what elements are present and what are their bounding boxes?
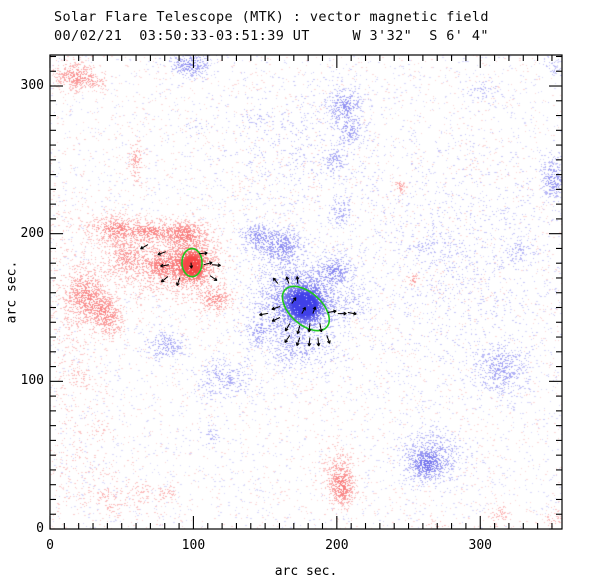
- vector-arrow: [285, 276, 290, 284]
- vector-arrow: [295, 337, 301, 346]
- x-axis-label: arc sec.: [274, 564, 338, 579]
- vector-arrow: [296, 325, 301, 335]
- vector-arrow: [160, 276, 169, 283]
- vector-arrows: [140, 244, 357, 347]
- y-tick-label: 100: [20, 373, 44, 389]
- vector-arrow: [271, 317, 281, 322]
- vector-arrow: [295, 276, 300, 284]
- vector-arrow: [157, 251, 167, 256]
- y-tick-label: 0: [36, 521, 44, 536]
- vector-arrow: [326, 335, 331, 344]
- x-tick-label: 200: [325, 538, 349, 553]
- vector-arrow: [140, 244, 149, 250]
- y-axis-label: arc sec.: [4, 260, 20, 324]
- y-tick-label: 200: [20, 225, 44, 241]
- field-contour: [281, 285, 331, 332]
- vector-arrow: [198, 251, 208, 256]
- vector-arrow: [160, 263, 169, 268]
- vector-arrow: [189, 262, 194, 269]
- vector-arrow: [337, 311, 347, 316]
- vector-arrow: [316, 337, 321, 347]
- y-tick-label: 300: [20, 78, 44, 93]
- vector-arrow: [285, 323, 291, 332]
- x-tick-label: 0: [46, 538, 54, 553]
- vector-arrow: [212, 263, 221, 268]
- vector-arrow: [291, 297, 297, 304]
- vector-arrow: [259, 312, 268, 317]
- vector-arrow: [307, 337, 312, 347]
- vector-arrow: [301, 306, 306, 314]
- axis-frame: [49, 54, 563, 530]
- green-contours: [181, 247, 331, 332]
- vector-arrow: [312, 306, 317, 314]
- chart-subtitle: 00/02/21 03:50:33-03:51:39 UT W 3'32" S …: [54, 28, 489, 44]
- vector-arrow: [271, 306, 281, 311]
- magnetogram-field: [50, 55, 562, 529]
- vector-arrow: [319, 323, 323, 333]
- plot-frame: [49, 54, 563, 530]
- vector-arrow: [284, 335, 291, 343]
- vector-arrow: [307, 323, 312, 333]
- vector-arrow: [209, 275, 218, 281]
- vector-arrow: [327, 309, 337, 314]
- x-tick-label: 100: [181, 538, 206, 553]
- chart-title: Solar Flare Telescope (MTK) : vector mag…: [54, 9, 489, 25]
- vector-arrow: [272, 277, 279, 284]
- vector-arrow: [203, 261, 213, 266]
- field-contour: [181, 247, 203, 278]
- vector-arrow: [347, 311, 357, 316]
- x-tick-label: 300: [468, 538, 492, 553]
- vector-arrow: [176, 277, 181, 286]
